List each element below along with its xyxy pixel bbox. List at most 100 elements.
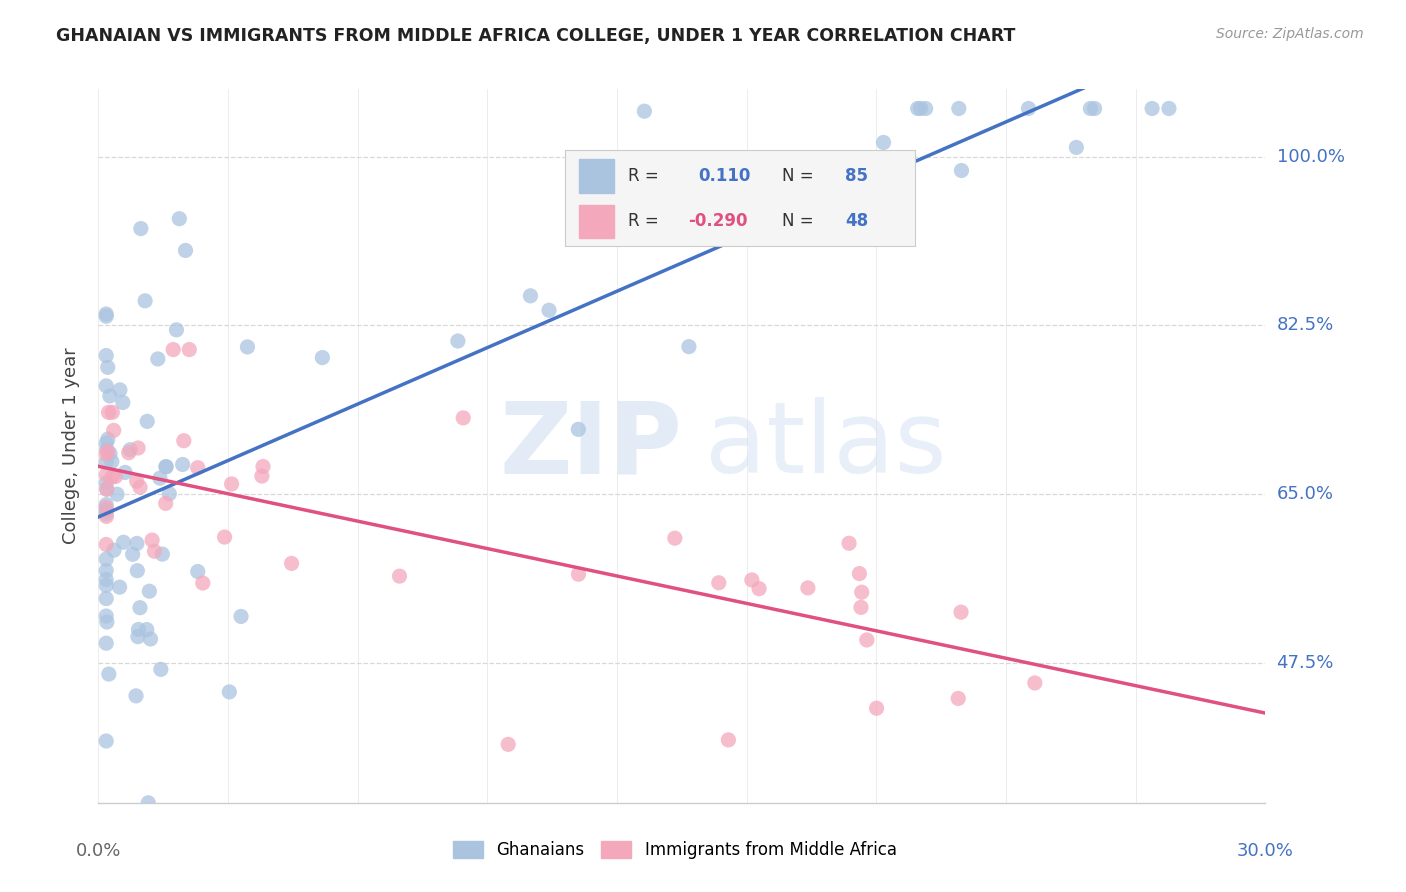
Text: 82.5%: 82.5% <box>1277 317 1334 334</box>
Point <box>96 615 118 629</box>
Point <box>98 389 121 403</box>
Point <box>770 182 793 196</box>
Point <box>96 503 118 517</box>
Point <box>96 467 118 482</box>
Point <box>125 475 148 489</box>
Point <box>96 482 118 496</box>
Point <box>948 102 970 116</box>
Point <box>250 469 273 483</box>
Point <box>950 163 973 178</box>
Point <box>103 543 125 558</box>
Point <box>98 446 121 460</box>
Point <box>1084 102 1107 116</box>
Point <box>136 796 159 810</box>
Point <box>451 410 474 425</box>
Point <box>96 509 118 524</box>
Point <box>748 582 770 596</box>
Point <box>149 471 172 485</box>
Text: 100.0%: 100.0% <box>1277 148 1344 166</box>
Legend: Ghanaians, Immigrants from Middle Africa: Ghanaians, Immigrants from Middle Africa <box>447 834 903 866</box>
Point <box>141 533 163 548</box>
Point <box>125 536 148 550</box>
Point <box>146 351 169 366</box>
Point <box>865 701 887 715</box>
Point <box>127 630 149 644</box>
Point <box>849 600 872 615</box>
Point <box>150 547 173 561</box>
Point <box>104 469 127 483</box>
Point <box>856 632 879 647</box>
Point <box>537 303 560 318</box>
Text: N =: N = <box>782 212 814 230</box>
Point <box>97 360 120 375</box>
Point <box>105 487 128 501</box>
Point <box>155 459 177 474</box>
Point <box>169 211 191 226</box>
Point <box>136 414 159 428</box>
Text: atlas: atlas <box>706 398 946 494</box>
Point <box>129 480 152 494</box>
Text: R =: R = <box>628 167 659 185</box>
Point <box>139 632 162 646</box>
Point <box>1157 102 1180 116</box>
Point <box>388 569 411 583</box>
Point <box>741 573 763 587</box>
Point <box>101 470 124 484</box>
Point <box>135 623 157 637</box>
Point <box>1017 102 1039 116</box>
Point <box>97 667 120 681</box>
Point <box>96 447 118 461</box>
Point <box>519 289 541 303</box>
Point <box>108 580 131 594</box>
Point <box>96 442 118 457</box>
Point <box>907 102 929 116</box>
Point <box>118 446 141 460</box>
Point <box>128 623 150 637</box>
Point <box>157 487 180 501</box>
Point <box>633 104 655 119</box>
Point <box>96 483 118 497</box>
Point <box>910 102 932 116</box>
Point <box>96 552 118 566</box>
Point <box>114 466 136 480</box>
Point <box>155 496 177 510</box>
Point <box>96 307 118 321</box>
Point <box>96 573 118 587</box>
Point <box>112 535 135 549</box>
Point <box>97 405 120 419</box>
Point <box>96 498 118 512</box>
Point <box>948 691 970 706</box>
Text: R =: R = <box>628 212 659 230</box>
Point <box>717 732 740 747</box>
Point <box>214 530 236 544</box>
Point <box>567 567 589 582</box>
Point <box>848 566 870 581</box>
Point <box>96 734 118 748</box>
Point <box>96 537 118 551</box>
Point <box>172 458 194 472</box>
Point <box>173 434 195 448</box>
Point <box>155 459 177 474</box>
Point <box>838 536 860 550</box>
Point <box>166 323 188 337</box>
Point <box>162 343 184 357</box>
Point <box>138 584 160 599</box>
Point <box>678 340 700 354</box>
Point <box>797 581 820 595</box>
Point <box>174 244 197 258</box>
Point <box>101 454 124 468</box>
Point <box>950 605 973 619</box>
Point <box>1024 676 1046 690</box>
Point <box>707 575 730 590</box>
Text: GHANAIAN VS IMMIGRANTS FROM MIDDLE AFRICA COLLEGE, UNDER 1 YEAR CORRELATION CHAR: GHANAIAN VS IMMIGRANTS FROM MIDDLE AFRIC… <box>56 27 1015 45</box>
Point <box>187 460 209 475</box>
Point <box>179 343 201 357</box>
Point <box>191 576 214 591</box>
Point <box>127 564 149 578</box>
Text: 0.0%: 0.0% <box>76 842 121 860</box>
Point <box>96 636 118 650</box>
Point <box>664 531 686 545</box>
Point <box>252 459 274 474</box>
Point <box>187 565 209 579</box>
Point <box>1066 140 1088 154</box>
